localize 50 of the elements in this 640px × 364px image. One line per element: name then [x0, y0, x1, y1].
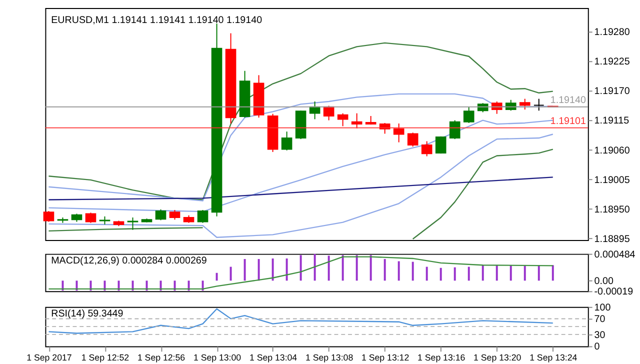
x-tick-label: 1 Sep 13:00: [193, 352, 242, 362]
y-tick-label: 0: [594, 342, 600, 353]
y-tick-label: -0.00019: [594, 286, 634, 298]
y-tick-label: 100: [594, 302, 612, 314]
candlestick: [421, 140, 432, 157]
x-tick-label: 1 Sep 13:04: [249, 352, 298, 362]
y-tick-label: 1.19280: [594, 27, 630, 38]
candlestick: [169, 209, 180, 220]
candlestick: [197, 209, 208, 224]
y-tick-label: 0.00: [594, 276, 614, 288]
candlestick: [155, 208, 166, 221]
chart-title: RSI(14) 59.3449: [51, 308, 124, 320]
text: EURUSD,M1 1.19141 1.19141 1.19140 1.19140: [51, 14, 263, 26]
candlestick: [463, 106, 474, 124]
x-tick-label: 1 Sep 2017: [26, 352, 72, 362]
candlestick: [43, 210, 54, 222]
x-tick-label: 1 Sep 13:12: [362, 352, 410, 362]
candlestick: [85, 212, 96, 224]
candlestick: [533, 98, 544, 112]
y-tick-label: 1.18895: [594, 234, 630, 245]
x-tick-label: 1 Sep 13:24: [530, 352, 578, 362]
x-tick-label: 1 Sep 13:20: [474, 352, 522, 362]
y-tick-label: 1.19115: [594, 116, 630, 127]
ref-line-label: 1.19101: [550, 116, 586, 127]
y-tick-label: 0.000484: [594, 249, 636, 260]
x-tick-label: 1 Sep 13:08: [305, 352, 354, 362]
y-tick-label: 1.19060: [594, 145, 630, 156]
candlestick: [127, 217, 138, 230]
chart-title: MACD(12,26,9) 0.000284 0.000269: [51, 256, 207, 267]
candlestick: [407, 132, 418, 148]
candlestick: [393, 123, 404, 143]
line-series: [48, 256, 554, 290]
candlestick: [449, 120, 460, 140]
y-tick-label: 1.18950: [594, 204, 630, 216]
ref-line-label: 1.19140: [550, 94, 586, 106]
line-series: [48, 308, 554, 334]
x-tick-label: 1 Sep 12:56: [137, 352, 186, 362]
y-tick-label: 1.19225: [594, 56, 630, 68]
line-series: [48, 134, 554, 238]
y-tick-label: 70: [594, 314, 606, 326]
x-tick-label: 1 Sep 13:16: [418, 352, 466, 362]
y-tick-label: 30: [594, 330, 606, 341]
candlestick: [281, 131, 292, 151]
y-tick-label: 1.19005: [594, 174, 630, 186]
y-tick-label: 1.19170: [594, 86, 630, 98]
x-tick-label: 1 Sep 12:52: [81, 352, 130, 362]
candlestick: [337, 112, 348, 127]
candlestick: [519, 98, 530, 110]
candlestick: [351, 112, 362, 129]
line-series: [48, 176, 554, 200]
